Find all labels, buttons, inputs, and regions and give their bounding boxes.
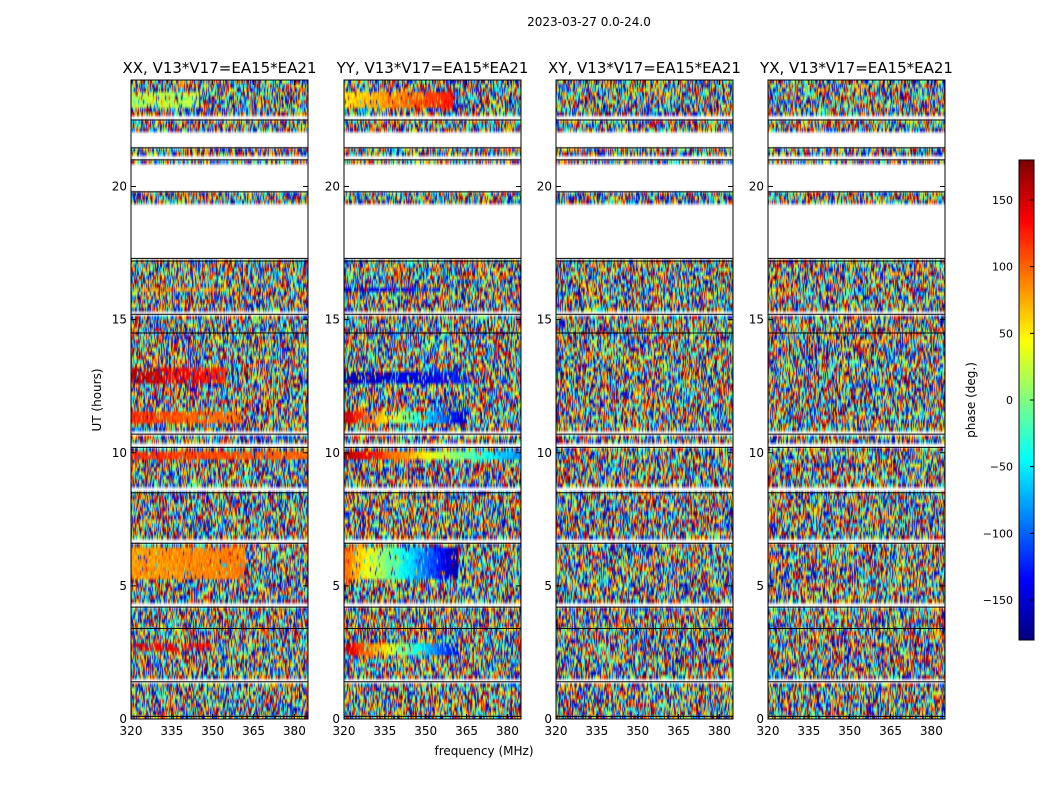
x-tick-label: 320 <box>545 724 568 738</box>
x-tick-label: 335 <box>585 724 608 738</box>
x-tick-label: 335 <box>797 724 820 738</box>
x-tick-label: 335 <box>160 724 183 738</box>
x-tick-label: 350 <box>838 724 861 738</box>
panel-frame <box>555 79 734 720</box>
y-tick-label: 20 <box>749 180 764 194</box>
colorbar-tick-label: 0 <box>1006 394 1013 407</box>
x-tick-label: 335 <box>373 724 396 738</box>
x-axis-label: frequency (MHz) <box>434 744 533 758</box>
panel-title: YX, V13*V17=EA15*EA21 <box>759 59 953 77</box>
y-tick-label: 15 <box>537 313 552 327</box>
phase-heatmap-4 <box>768 80 945 719</box>
y-tick-label: 10 <box>749 446 764 460</box>
x-tick-label: 365 <box>242 724 265 738</box>
y-tick-label: 10 <box>112 446 127 460</box>
y-axis-label: UT (hours) <box>90 368 104 431</box>
x-tick-label: 380 <box>708 724 731 738</box>
colorbar-gradient <box>1019 160 1034 640</box>
x-tick-label: 380 <box>283 724 306 738</box>
y-tick-label: 5 <box>119 579 127 593</box>
phase-heatmap-1 <box>131 80 308 719</box>
x-tick-label: 365 <box>455 724 478 738</box>
x-tick-label: 380 <box>920 724 943 738</box>
y-tick-label: 5 <box>332 579 340 593</box>
y-tick-label: 20 <box>325 180 340 194</box>
colorbar-tick-label: 150 <box>992 194 1013 207</box>
colorbar-tick-label: 50 <box>999 327 1013 340</box>
phase-heatmap-3 <box>556 80 733 719</box>
x-tick-label: 350 <box>626 724 649 738</box>
panel-title: XX, V13*V17=EA15*EA21 <box>122 59 316 77</box>
figure-suptitle: 2023-03-27 0.0-24.0 <box>527 15 651 29</box>
colorbar-tick-label: −50 <box>990 461 1013 474</box>
y-tick-label: 10 <box>325 446 340 460</box>
y-tick-label: 0 <box>332 712 340 726</box>
y-tick-label: 15 <box>112 313 127 327</box>
colorbar: 150 100 50 0 −50 −100 −150 <box>983 159 1035 641</box>
x-tick-label: 365 <box>879 724 902 738</box>
colorbar-tick-label: −100 <box>983 527 1013 540</box>
panel-title: YY, V13*V17=EA15*EA21 <box>336 59 529 77</box>
x-tick-label: 350 <box>414 724 437 738</box>
y-tick-label: 0 <box>544 712 552 726</box>
panel-2: YY, V13*V17=EA15*EA21 320 335 350 365 380 0 5 10… <box>325 59 529 738</box>
panel-frame <box>130 79 309 720</box>
y-tick-label: 0 <box>119 712 127 726</box>
y-tick-label: 10 <box>537 446 552 460</box>
y-tick-label: 20 <box>112 180 127 194</box>
colorbar-label: phase (deg.) <box>964 362 978 438</box>
x-tick-label: 320 <box>120 724 143 738</box>
colorbar-tick-label: 100 <box>992 261 1013 274</box>
x-tick-label: 320 <box>333 724 356 738</box>
panel-title: XY, V13*V17=EA15*EA21 <box>548 59 741 77</box>
colorbar-tick-label: −150 <box>983 594 1013 607</box>
panel-1: XX, V13*V17=EA15*EA21 320 335 350 365 380 0 5 10… <box>112 59 317 738</box>
x-tick-label: 365 <box>667 724 690 738</box>
y-tick-label: 20 <box>537 180 552 194</box>
y-tick-label: 0 <box>756 712 764 726</box>
panel-frame <box>767 79 946 720</box>
panels-group: XX, V13*V17=EA15*EA21 320 335 350 365 380 0 5 10… <box>112 59 953 738</box>
panel-4: YX, V13*V17=EA15*EA21 320 335 350 365 380 0 5 10… <box>749 59 953 738</box>
panel-frame <box>343 79 522 720</box>
y-tick-label: 5 <box>756 579 764 593</box>
x-tick-label: 380 <box>496 724 519 738</box>
y-tick-label: 15 <box>749 313 764 327</box>
y-tick-label: 15 <box>325 313 340 327</box>
panel-3: XY, V13*V17=EA15*EA21 320 335 350 365 380 0 5 10… <box>537 59 741 738</box>
y-tick-label: 5 <box>544 579 552 593</box>
x-tick-label: 350 <box>201 724 224 738</box>
phase-heatmap-2 <box>344 80 521 719</box>
x-tick-label: 320 <box>757 724 780 738</box>
